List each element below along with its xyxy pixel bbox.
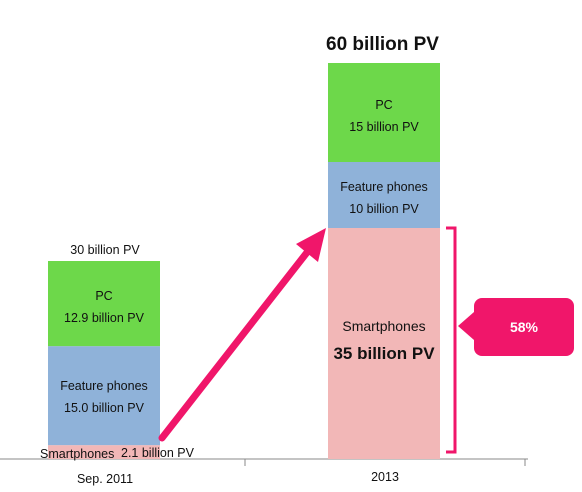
bar1-feature-name: Feature phones (60, 379, 148, 393)
bar1-smartphones-name: Smartphones (40, 447, 115, 461)
bar2-total-label: 60 billion PV (326, 34, 439, 55)
bar1-total-label: 30 billion PV (70, 243, 140, 257)
x-tick-label-2013: 2013 (371, 470, 399, 484)
share-bracket (446, 226, 457, 454)
share-callout-text: 58% (509, 319, 539, 335)
bar2-pc-value: 15 billion PV (349, 120, 419, 134)
growth-arrow (158, 228, 326, 442)
bar1-smartphones-value: 2.1 billion PV (121, 446, 194, 460)
bar2-pc-name: PC (375, 98, 393, 112)
bar1-pc-name: PC (95, 289, 113, 303)
bar1-pc-value: 12.9 billion PV (64, 311, 144, 325)
bar-sep-2011-pc (48, 261, 160, 347)
bar2-feature-name: Feature phones (340, 180, 428, 194)
bar-2013-smartphones (328, 228, 440, 459)
callout-pointer (458, 312, 474, 340)
x-tick-label-sep-2011: Sep. 2011 (76, 472, 134, 486)
bar-2013-pc (328, 63, 440, 162)
bar2-feature-value: 10 billion PV (349, 202, 419, 216)
bar2-smartphones-value: 35 billion PV (333, 344, 435, 363)
bar-sep-2011-feature-phones (48, 346, 160, 446)
bar2-smartphones-name: Smartphones (342, 318, 426, 334)
share-callout: 58% (474, 298, 574, 356)
bar-sep-2011-smartphones (48, 445, 160, 459)
bar1-feature-value: 15.0 billion PV (64, 401, 144, 415)
bar-2013-feature-phones (328, 162, 440, 228)
